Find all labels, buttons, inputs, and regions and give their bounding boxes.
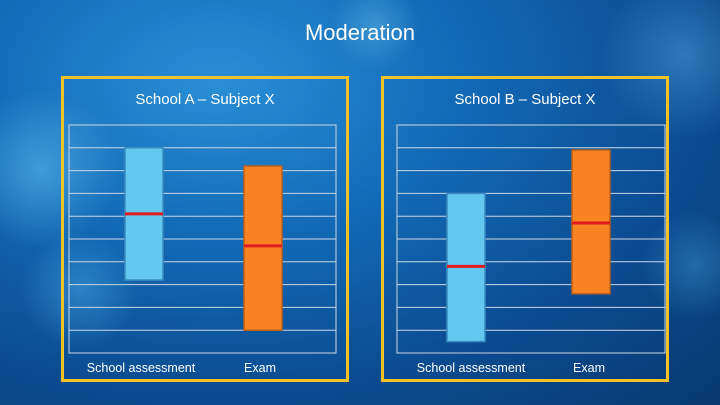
category-label-exam: Exam — [244, 361, 276, 375]
category-label-school-assessment: School assessment — [416, 361, 526, 375]
category-label-school-assessment: School assessment — [86, 361, 196, 375]
chart-plot — [396, 124, 666, 354]
category-label-exam: Exam — [573, 361, 605, 375]
chart-title: School A – Subject X — [135, 91, 275, 108]
chart-panel-school-a: School A – Subject X School assessment E… — [61, 76, 349, 382]
chart-plot — [68, 124, 337, 354]
chart-title: School B – Subject X — [454, 91, 596, 108]
slide-title: Moderation — [304, 20, 416, 45]
bar-exam — [243, 165, 283, 331]
chart-panel-school-b: School B – Subject X School assessment E… — [381, 76, 669, 382]
